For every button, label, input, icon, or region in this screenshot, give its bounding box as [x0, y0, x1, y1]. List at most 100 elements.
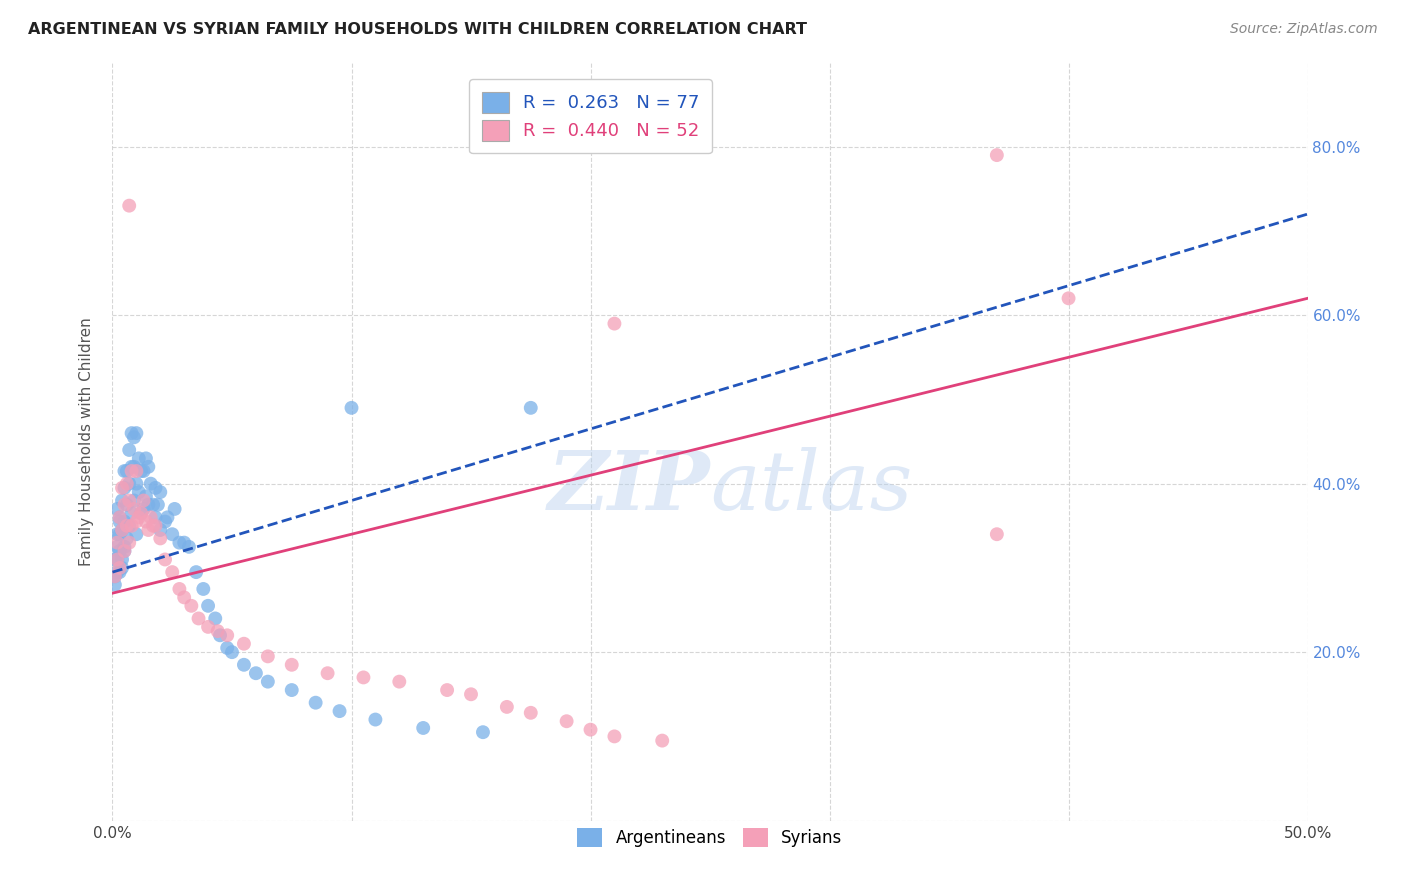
Point [149, 485, 172, 500]
Point [352, 670, 374, 684]
Point [135, 515, 157, 529]
Text: ARGENTINEAN VS SYRIAN FAMILY HOUSEHOLDS WITH CHILDREN CORRELATION CHART: ARGENTINEAN VS SYRIAN FAMILY HOUSEHOLDS … [28, 22, 807, 37]
Point [114, 498, 135, 512]
Point [555, 714, 578, 729]
Point [115, 476, 138, 491]
Point [135, 489, 157, 503]
Point [105, 540, 128, 554]
Point [163, 502, 186, 516]
Point [105, 502, 128, 516]
Point [121, 426, 143, 441]
Point [129, 464, 152, 478]
Point [122, 430, 145, 444]
Point [139, 476, 162, 491]
Point [180, 599, 202, 613]
Point [436, 683, 458, 698]
Point [412, 721, 434, 735]
Point [114, 544, 135, 558]
Point [125, 527, 148, 541]
Point [118, 199, 141, 213]
Point [173, 535, 195, 549]
Point [121, 464, 143, 478]
Point [114, 540, 135, 554]
Point [108, 515, 131, 529]
Point [257, 649, 280, 664]
Point [121, 518, 143, 533]
Point [603, 730, 626, 744]
Text: Source: ZipAtlas.com: Source: ZipAtlas.com [1230, 22, 1378, 37]
Point [132, 493, 155, 508]
Point [111, 561, 134, 575]
Point [169, 535, 191, 549]
Point [114, 544, 135, 558]
Point [177, 540, 200, 554]
Point [122, 493, 145, 508]
Point [105, 565, 128, 579]
Point [149, 523, 172, 537]
Point [186, 565, 208, 579]
Point [145, 518, 167, 533]
Point [153, 515, 176, 529]
Point [125, 426, 148, 441]
Point [108, 510, 131, 524]
Point [114, 464, 135, 478]
Point [104, 552, 127, 566]
Point [118, 493, 141, 508]
Point [121, 506, 143, 520]
Point [135, 451, 157, 466]
Point [132, 464, 155, 478]
Point [162, 565, 183, 579]
Point [986, 527, 1008, 541]
Point [156, 510, 179, 524]
Point [233, 657, 256, 672]
Point [1057, 291, 1080, 305]
Point [125, 515, 148, 529]
Point [138, 498, 160, 512]
Point [520, 401, 543, 415]
Point [388, 674, 411, 689]
Y-axis label: Family Households with Children: Family Households with Children [79, 318, 94, 566]
Point [209, 628, 232, 642]
Point [108, 565, 131, 579]
Point [145, 481, 167, 495]
Point [316, 666, 339, 681]
Point [118, 442, 141, 457]
Point [233, 637, 256, 651]
Point [329, 704, 352, 718]
Point [129, 506, 152, 520]
Point [149, 532, 172, 546]
Point [104, 569, 127, 583]
Point [108, 544, 131, 558]
Point [281, 683, 304, 698]
Point [105, 527, 128, 541]
Point [496, 699, 519, 714]
Point [187, 611, 209, 625]
Point [122, 502, 145, 516]
Point [217, 628, 239, 642]
Point [986, 148, 1008, 162]
Point [207, 624, 229, 639]
Point [108, 527, 131, 541]
Point [108, 561, 131, 575]
Point [364, 713, 387, 727]
Point [118, 535, 141, 549]
Point [111, 552, 134, 566]
Point [173, 591, 195, 605]
Text: ZIP: ZIP [547, 447, 710, 527]
Point [105, 535, 128, 549]
Point [104, 578, 127, 592]
Point [217, 640, 239, 655]
Point [128, 485, 150, 500]
Point [128, 510, 150, 524]
Point [142, 518, 165, 533]
Point [115, 498, 138, 512]
Point [197, 620, 219, 634]
Point [125, 476, 148, 491]
Point [111, 493, 134, 508]
Point [520, 706, 543, 720]
Point [579, 723, 602, 737]
Point [221, 645, 243, 659]
Point [122, 459, 145, 474]
Point [115, 532, 138, 546]
Point [204, 611, 226, 625]
